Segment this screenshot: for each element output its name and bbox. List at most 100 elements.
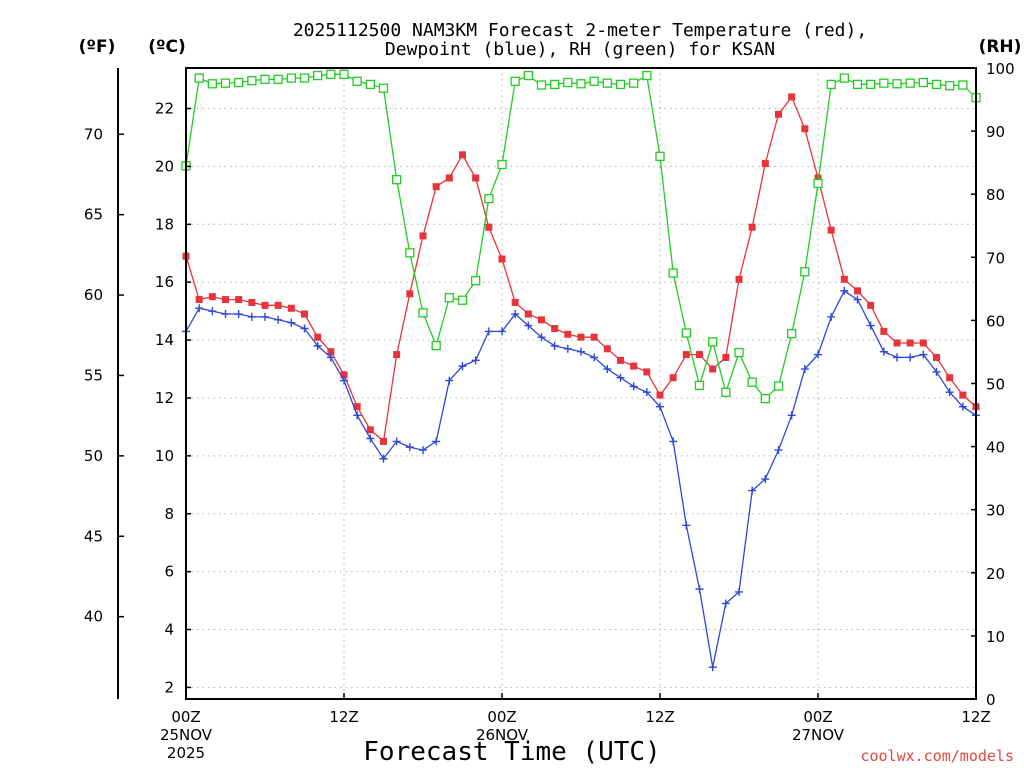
credit-link[interactable]: coolwx.com/models [860,747,1014,765]
dewpoint-point [642,388,651,397]
dewpoint-point [247,312,256,321]
rh-tick-label: 60 [986,312,1005,330]
rh-point [286,73,296,83]
rh-point [839,73,849,83]
dewpoint-point [287,318,296,327]
chart-title-line1: 2025112500 NAM3KM Forecast 2-meter Tempe… [293,20,867,41]
temperature-point [406,290,414,298]
fahrenheit-tick-label: 60 [84,286,103,304]
temperature-point [577,333,585,341]
temperature-point [301,310,308,318]
dewpoint-point [906,353,915,362]
temperature-point [603,345,611,353]
rh-point [694,380,705,391]
rh-point [787,329,797,339]
celsius-axis: 2 4 6 8 10 12 14 16 18 20 22 [155,100,191,696]
dewpoint-point [537,333,546,342]
dewpoint-point [484,327,493,336]
rh-point [958,80,968,90]
x-tick-label: 12Z [961,708,990,726]
rh-point [326,69,336,79]
rh-point [418,308,428,318]
dewpoint-point [827,312,836,321]
celsius-tick-label: 2 [164,678,174,696]
rh-point [800,267,810,277]
rh-point [365,79,375,90]
rh-tick-label: 80 [986,186,1005,204]
rh-point [589,76,599,86]
rh-point [576,79,586,89]
fahrenheit-tick-label: 55 [84,366,103,384]
dewpoint-point [893,353,901,362]
rh-point [681,328,691,338]
celsius-tick-label: 4 [164,621,174,639]
rh-point [773,381,784,391]
dewpoint-point [748,486,757,495]
rh-point [826,79,836,90]
temperature-point [380,437,387,445]
temperature-point [617,356,624,364]
rh-point [352,76,362,86]
rh-point [760,393,770,404]
rh-point [879,78,889,88]
dewpoint-point [261,312,269,321]
rh-point [523,70,533,81]
dewpoint-point [840,286,849,295]
dewpoint-point [379,454,388,463]
celsius-tick-label: 20 [155,157,174,175]
temperature-point [840,275,848,283]
dewpoint-point [800,365,809,374]
rh-tick-label: 90 [986,123,1005,141]
plot-frame [185,67,977,700]
temperature-point [208,293,216,301]
rh-tick-label: 10 [986,628,1005,646]
temperature-point [827,226,835,234]
rh-point [905,78,915,88]
fahrenheit-tick-label: 45 [84,527,103,545]
temperature-point [498,255,506,263]
x-tick-label: 26NOV [476,726,529,744]
temperature-point [761,160,769,168]
rh-point [918,77,928,88]
rh-point [563,77,573,88]
rh-point [655,151,665,161]
rh-point [550,79,560,90]
dewpoint-point [735,587,743,596]
temperature-point [775,110,782,118]
rh-unit-label: (RH) [979,37,1022,57]
temperature-point [248,298,256,306]
rh-point [602,78,612,88]
temperature-point [946,374,954,382]
rh-point [734,347,744,358]
rh-point [721,387,731,397]
dewpoint-point [221,310,230,319]
celsius-tick-label: 16 [155,273,174,291]
series-layer [181,69,981,672]
temperature-point [735,275,743,283]
temperature-point [630,362,638,370]
temperature-point [656,391,664,399]
grid [186,68,976,699]
temperature-point [445,174,453,182]
fahrenheit-axis: 40 45 50 55 60 65 70 [84,125,124,626]
dewpoint-point [208,307,217,316]
dewpoint-point [392,437,401,446]
temperature-point [432,183,440,191]
temperature-point [274,301,282,309]
temperature-point [327,348,335,356]
dewpoint-point [708,663,717,672]
temperature-point [854,287,861,295]
celsius-unit-label: (ºC) [148,37,186,57]
rh-point [247,75,257,86]
temperature-point [669,374,677,382]
dewpoint-point [814,350,822,359]
temperature-point [788,93,796,101]
temperature-point [893,339,901,347]
celsius-tick-label: 6 [164,563,174,581]
dewpoint-point [866,321,875,330]
rh-point [339,69,349,79]
rh-point [931,79,942,90]
temperature-line [185,95,977,443]
rh-point [536,80,547,90]
